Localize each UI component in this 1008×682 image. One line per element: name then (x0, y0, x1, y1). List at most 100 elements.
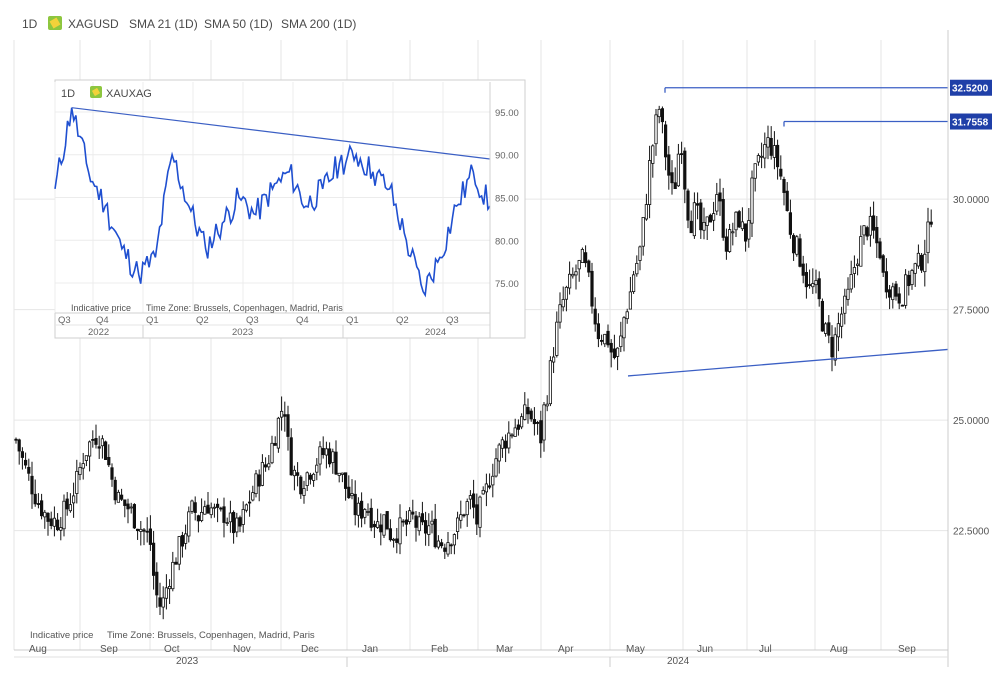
candle (836, 312, 841, 352)
candle (241, 501, 245, 533)
inset-y-tick-label: 95.00 (495, 108, 519, 119)
candle (542, 402, 546, 452)
candle (46, 512, 50, 536)
candle (190, 499, 194, 514)
candle (315, 458, 319, 481)
candle (417, 511, 421, 536)
candle (641, 216, 645, 256)
candle (561, 286, 565, 312)
candle (756, 153, 761, 166)
candle (455, 511, 460, 540)
candle (126, 498, 130, 524)
candle (875, 216, 879, 258)
x-tick-label: Jun (697, 644, 713, 655)
candle (801, 255, 805, 284)
indicator-sma50[interactable]: SMA 50 (1D) (204, 17, 273, 31)
candle (187, 506, 191, 543)
inset-y-tick-label: 75.00 (495, 279, 519, 290)
candle (254, 470, 258, 498)
candle (632, 270, 636, 294)
candle (17, 438, 21, 465)
candle (859, 225, 863, 267)
inset-x-tick-label: Q1 (346, 315, 359, 326)
candle (824, 322, 828, 337)
candle (926, 207, 930, 264)
candle (263, 457, 268, 472)
axis-layer: 22.5000 25.0000 27.5000 30.0000 Aug Sep Oct Nov… (14, 30, 990, 667)
candle (481, 486, 485, 495)
x-tick-label: Dec (301, 644, 319, 655)
indicative-price-note: Indicative price (30, 630, 93, 641)
candle (167, 579, 172, 605)
candle (894, 281, 898, 301)
candle (145, 517, 149, 543)
inset-y-tick-label: 80.00 (495, 236, 519, 247)
candle (414, 511, 418, 542)
candle (183, 524, 188, 550)
candle (449, 543, 453, 555)
candle (97, 435, 101, 459)
candle (763, 132, 767, 169)
candle (616, 347, 620, 371)
candle (337, 472, 341, 483)
candle (468, 490, 473, 510)
candle (907, 270, 911, 296)
interval-label: 1D (22, 17, 38, 31)
candle (523, 392, 527, 421)
symbol-label[interactable]: XAGUSD (68, 17, 119, 31)
candle (769, 126, 773, 160)
candle (164, 574, 168, 610)
candle (369, 498, 373, 532)
candle (692, 192, 697, 239)
candle (737, 209, 741, 228)
candle (606, 324, 610, 348)
candle (612, 334, 617, 360)
candle (753, 163, 757, 192)
candle (843, 288, 847, 325)
candle (359, 492, 364, 528)
candle (622, 316, 626, 352)
candle (520, 413, 524, 430)
candle (302, 480, 306, 504)
candle (270, 435, 274, 465)
candle (308, 472, 313, 485)
candle (222, 497, 226, 538)
indicator-sma200[interactable]: SMA 200 (1D) (281, 17, 356, 31)
candle (526, 398, 530, 424)
candle (81, 452, 85, 480)
candle (670, 160, 674, 195)
candle (379, 513, 383, 546)
candle (811, 268, 815, 294)
candle (920, 252, 924, 273)
indicator-sma21[interactable]: SMA 21 (1D) (129, 17, 198, 31)
candle (391, 537, 396, 548)
inset-x-tick-label: Q4 (96, 315, 109, 326)
candle (699, 199, 703, 239)
candle (420, 501, 425, 526)
candle (804, 263, 809, 299)
candle (702, 207, 706, 240)
inset-x-tick-label: Q2 (196, 315, 209, 326)
candle (760, 142, 764, 169)
year-label: 2023 (176, 656, 199, 667)
candle (913, 262, 917, 287)
candle (881, 253, 885, 278)
candle (110, 463, 114, 487)
candle (142, 528, 146, 546)
candle (516, 419, 521, 436)
candle (33, 479, 37, 507)
candle (62, 494, 66, 537)
candle (273, 436, 277, 446)
inset-year-label: 2022 (88, 327, 109, 338)
candle (900, 304, 905, 307)
candle (196, 514, 200, 533)
candle (497, 442, 501, 474)
candle (484, 473, 489, 507)
candle (462, 513, 466, 518)
candle (206, 491, 210, 514)
candle (430, 510, 434, 534)
candle (596, 313, 601, 348)
candle (600, 334, 604, 346)
x-tick-label: Jul (759, 644, 772, 655)
